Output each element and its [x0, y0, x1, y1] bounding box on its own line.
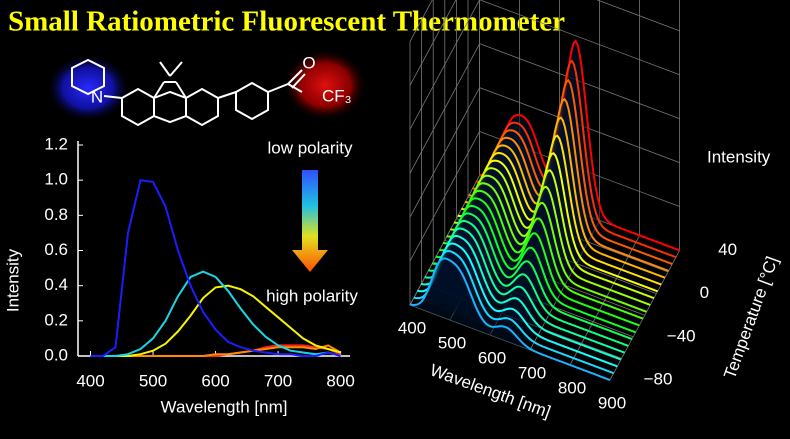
- y-tick-label: 1.0: [44, 170, 68, 189]
- atom-label: CF₃: [322, 86, 352, 105]
- spectra-chart: 0.0 0.2 0.4 0.6 0.8 1.0 1.2 400 500 600 700 800 Wave…: [3, 134, 354, 416]
- molecule: [46, 49, 367, 127]
- y-tick-label: 0: [700, 283, 709, 302]
- y-tick-label: −80: [644, 369, 673, 388]
- series-line: [90, 179, 341, 357]
- surface-curve: [446, 182, 647, 313]
- wall-grid: [409, 0, 480, 130]
- wall-grid: [479, 0, 680, 76]
- surface-curve: [424, 227, 626, 354]
- x-tick-label: 500: [438, 333, 466, 352]
- x-tick-label: 400: [76, 371, 104, 390]
- wall-grid: [409, 87, 480, 218]
- atom-label: N: [91, 87, 103, 106]
- surface-curve: [472, 78, 673, 265]
- surface-curve: [417, 242, 618, 368]
- surface-curve: [457, 152, 658, 293]
- wall-grid: [409, 131, 480, 262]
- x-tick-label: 700: [264, 371, 292, 390]
- x-axis-label: Wavelength [nm]: [161, 397, 288, 416]
- wall-grid: [409, 43, 480, 174]
- y-axis-label: Intensity: [3, 248, 22, 312]
- atom-label: O: [302, 53, 315, 72]
- annotation: low polarity: [267, 138, 353, 157]
- y-tick-label: −40: [667, 326, 696, 345]
- y-tick-label: 0.2: [44, 310, 68, 329]
- surface-curve: [442, 189, 644, 320]
- title: Small Ratiometric Fluorescent Thermomete…: [8, 6, 565, 38]
- surface-curve: [435, 204, 636, 334]
- surface-curve: [420, 235, 622, 361]
- surface-curve: [450, 174, 651, 306]
- surface-curve: [468, 97, 669, 272]
- y-tick-label: 0.0: [44, 345, 68, 364]
- wall-grid: [596, 0, 680, 32]
- surface-curve: [439, 197, 640, 327]
- wall-grid: [409, 0, 433, 42]
- surface-curve: [453, 167, 655, 300]
- series-line: [90, 270, 341, 357]
- surface-curve: [464, 116, 666, 279]
- y-tick-label: 0.6: [44, 240, 68, 259]
- surface-curve: [479, 39, 680, 252]
- annotation: high polarity: [266, 286, 358, 305]
- surface-shade: [410, 258, 610, 380]
- z-axis-label: Intensity: [707, 147, 771, 166]
- x-tick-label: 700: [518, 363, 546, 382]
- floor-grid: [609, 250, 680, 381]
- x-tick-label: 500: [139, 371, 167, 390]
- x-tick-label: 800: [326, 371, 354, 390]
- x-tick-label: 400: [398, 318, 426, 337]
- surface-curve: [475, 59, 677, 259]
- x-tick-label: 900: [598, 393, 626, 412]
- y-tick-label: 40: [718, 240, 737, 259]
- polarity-arrow: [292, 170, 328, 272]
- x-tick-label: 800: [558, 378, 586, 397]
- surface-curve: [431, 212, 633, 341]
- surface-curve: [461, 134, 662, 286]
- y-axis-label: Temperature [°C]: [720, 254, 782, 381]
- x-tick-label: 600: [201, 371, 229, 390]
- surface-curve: [413, 249, 615, 375]
- series-line: [90, 284, 341, 357]
- wall-grid: [409, 0, 457, 86]
- y-tick-label: 0.8: [44, 205, 68, 224]
- surface-curve: [409, 257, 611, 381]
- y-tick-label: 1.2: [44, 134, 68, 153]
- floor-grid: [569, 235, 640, 366]
- x-tick-label: 600: [478, 348, 506, 367]
- y-tick-label: 0.4: [44, 275, 68, 294]
- surface-curve: [428, 219, 629, 347]
